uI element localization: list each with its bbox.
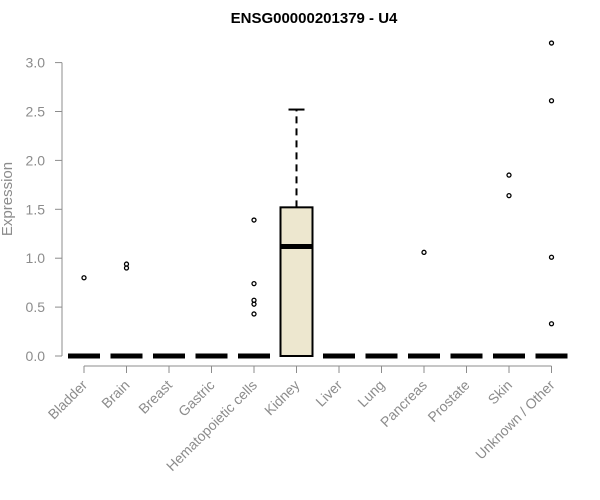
outlier-point (506, 192, 512, 199)
box-pancreas (408, 249, 440, 359)
y-axis-label: Expression (0, 162, 16, 236)
x-tick-label: Bladder (45, 377, 91, 423)
boxes (68, 40, 568, 359)
x-tick-label: Brain (98, 377, 132, 411)
y-tick-label: 2.5 (26, 104, 46, 120)
x-tick-label: Pancreas (377, 377, 430, 430)
box-bladder (68, 275, 100, 359)
box-iqr (279, 206, 314, 357)
outlier-point (548, 254, 555, 260)
chart-title: ENSG00000201379 - U4 (231, 10, 398, 27)
y-tick-label: 2.0 (26, 152, 46, 168)
x-tick-label: Kidney (261, 377, 303, 419)
x-tick-label: Prostate (424, 377, 472, 425)
y-tick-label: 0.5 (26, 299, 46, 315)
outlier-point (251, 217, 257, 223)
y-tick-label: 0.0 (26, 348, 46, 364)
box-hematopoietic-cells (238, 217, 270, 359)
outlier-point (548, 40, 555, 46)
x-tick-label: Breast (135, 377, 175, 417)
outlier-point (123, 261, 130, 267)
x-tick-label: Lung (354, 377, 387, 410)
y-tick-label: 1.0 (26, 250, 46, 266)
outlier-point (506, 172, 512, 178)
box-skin (493, 172, 525, 359)
outlier-point (251, 280, 257, 287)
y-axis: 0.0 0.5 1.0 1.5 2.0 2.5 3.0 (26, 55, 63, 364)
box-brain (110, 261, 143, 359)
x-tick-label: Skin (485, 377, 516, 408)
y-tick-label: 3.0 (26, 55, 46, 71)
y-tick-label: 1.5 (26, 201, 46, 217)
outlier-point (251, 297, 257, 303)
outlier-point (548, 321, 555, 327)
outlier-point (251, 311, 257, 317)
outlier-point (421, 249, 427, 255)
box-unknown-other (535, 40, 568, 359)
x-tick-label: Liver (312, 377, 345, 410)
x-tick-label: Unknown / Other (472, 377, 558, 463)
box-kidney (279, 108, 314, 357)
outlier-point (548, 98, 555, 104)
outlier-point (81, 275, 87, 281)
